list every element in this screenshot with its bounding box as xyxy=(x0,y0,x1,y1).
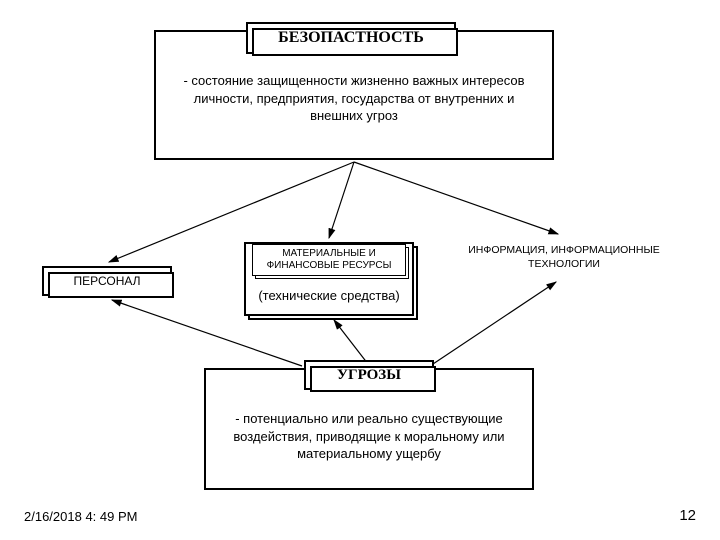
threats-description: - потенциально или реально существующие … xyxy=(220,410,518,463)
materials-subtitle-label: (технические средства) xyxy=(258,288,399,304)
security-description: - состояние защищенности жизненно важных… xyxy=(172,72,536,125)
personnel-label: ПЕРСОНАЛ xyxy=(73,274,140,288)
info-label: ИНФОРМАЦИЯ, ИНФОРМАЦИОННЫЕ ТЕХНОЛОГИИ xyxy=(452,244,676,271)
materials-subtitle: (технические средства) xyxy=(244,278,414,314)
materials-header-label: МАТЕРИАЛЬНЫЕ И ФИНАНСОВЫЕ РЕСУРСЫ xyxy=(255,248,403,272)
personnel-node: ПЕРСОНАЛ xyxy=(42,266,172,296)
info-node: ИНФОРМАЦИЯ, ИНФОРМАЦИОННЫЕ ТЕХНОЛОГИИ xyxy=(452,238,676,278)
materials-header: МАТЕРИАЛЬНЫЕ И ФИНАНСОВЫЕ РЕСУРСЫ xyxy=(252,244,406,276)
footer-page-number: 12 xyxy=(679,507,696,524)
security-title: БЕЗОПАСТНОСТЬ xyxy=(246,22,456,54)
threats-title: УГРОЗЫ xyxy=(304,360,434,390)
security-title-label: БЕЗОПАСТНОСТЬ xyxy=(278,29,424,47)
footer-date: 2/16/2018 4: 49 PM xyxy=(24,509,137,524)
threats-title-label: УГРОЗЫ xyxy=(337,367,401,384)
